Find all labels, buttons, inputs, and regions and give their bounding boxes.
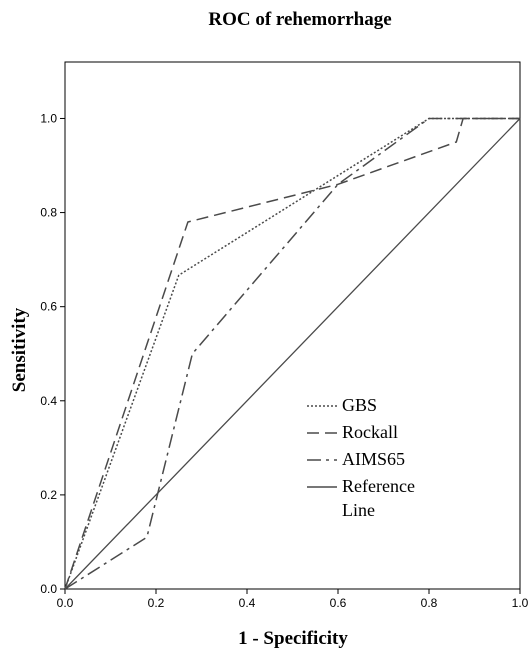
- x-tick-label: 0.8: [421, 596, 438, 610]
- x-tick-label: 1.0: [512, 596, 529, 610]
- y-tick-label: 1.0: [40, 111, 57, 125]
- y-tick-label: 0.4: [40, 394, 57, 408]
- series-line-gbs: [64, 117, 520, 590]
- x-tick-label: 0.6: [330, 596, 347, 610]
- series-line-reference-line: [64, 118, 521, 590]
- series-layer: [64, 117, 521, 590]
- x-axis: 0.0 0.2 0.4 0.6 0.8 1.0: [57, 589, 529, 610]
- y-tick-label: 0.8: [40, 206, 57, 220]
- legend: GBS Rockall AIMS65 Reference Line: [307, 395, 415, 520]
- x-axis-title: 1 - Specificity: [238, 628, 348, 649]
- legend-label-reference-line: Reference: [342, 476, 415, 496]
- y-axis-title: Sensitivity: [9, 307, 30, 392]
- x-tick-label: 0.0: [57, 596, 74, 610]
- legend-label-reference-line: Line: [342, 500, 375, 520]
- x-tick-label: 0.2: [148, 596, 165, 610]
- series-line-rockall: [64, 117, 520, 590]
- chart-title: ROC of rehemorrhage: [208, 9, 391, 30]
- y-tick-label: 0.0: [40, 582, 57, 596]
- y-axis: 0.0 0.2 0.4 0.6 0.8 1.0: [40, 111, 65, 596]
- y-tick-label: 0.6: [40, 300, 57, 314]
- x-tick-label: 0.4: [239, 596, 256, 610]
- legend-label-gbs: GBS: [342, 395, 377, 415]
- legend-label-aims65: AIMS65: [342, 449, 405, 469]
- y-tick-label: 0.2: [40, 488, 57, 502]
- legend-label-rockall: Rockall: [342, 422, 398, 442]
- series-line-aims65: [64, 117, 520, 590]
- plot-area: [64, 61, 521, 590]
